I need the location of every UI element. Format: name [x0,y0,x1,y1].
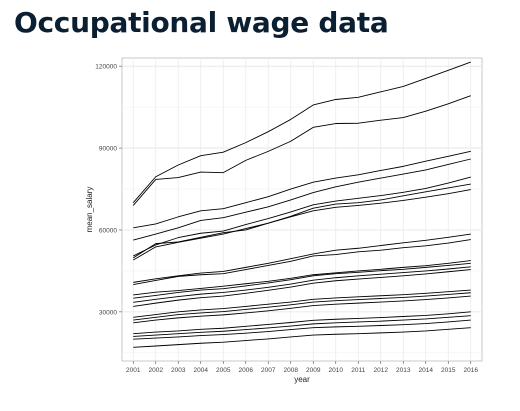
plot-panel [121,57,483,362]
x-tick-label: 2014 [419,367,434,374]
x-tick-label: 2004 [194,367,209,374]
x-tick-label: 2013 [396,367,411,374]
y-tick-label: 60000 [99,227,117,234]
chart-svg: 30000 60000 90000 120000 2001 2002 2003 2004 200… [85,57,483,384]
x-tick-label: 2011 [351,367,365,374]
series-line-14 [133,289,471,318]
x-tick-label: 2005 [216,367,231,374]
series-line-18 [133,315,471,337]
series-line-5 [133,176,471,257]
series-line-6 [133,183,471,259]
series-line-10 [133,260,471,296]
series-line-15 [133,292,471,321]
x-tick-label: 2010 [329,367,344,374]
grid [121,57,483,362]
series-line-8 [133,233,471,283]
series-line-4 [133,158,471,241]
series-line-11 [133,262,471,299]
series-line-7 [133,189,471,261]
series-line-17 [133,311,471,335]
x-tick-label: 2016 [464,367,479,374]
x-tick-label: 2006 [239,367,254,374]
y-axis-label: mean_salary [85,187,94,233]
x-tick-label: 2015 [441,367,456,374]
series-line-12 [133,266,471,303]
series-line-13 [133,269,471,307]
series-line-20 [133,327,471,348]
series-line-1 [132,61,471,203]
x-tick-label: 2008 [284,367,299,374]
series-group [132,61,471,348]
x-tick-label: 2002 [149,367,164,374]
line-chart: 30000 60000 90000 120000 2001 2002 2003 2004 200… [80,56,500,386]
page-title: Occupational wage data [14,6,389,39]
x-tick-label: 2009 [306,367,321,374]
axes: 30000 60000 90000 120000 2001 2002 2003 2004 200… [85,64,478,384]
series-line-19 [133,319,471,340]
x-tick-label: 2001 [126,367,141,374]
series-line-3 [133,150,471,229]
y-tick-label: 120000 [95,64,117,71]
x-tick-label: 2007 [261,367,276,374]
series-line-9 [133,239,471,286]
series-line-2 [132,95,471,206]
series-line-16 [133,295,471,324]
x-tick-label: 2003 [171,367,186,374]
y-tick-label: 30000 [99,309,117,316]
x-axis-label: year [294,375,310,384]
x-tick-label: 2012 [374,367,389,374]
y-tick-label: 90000 [99,146,117,153]
